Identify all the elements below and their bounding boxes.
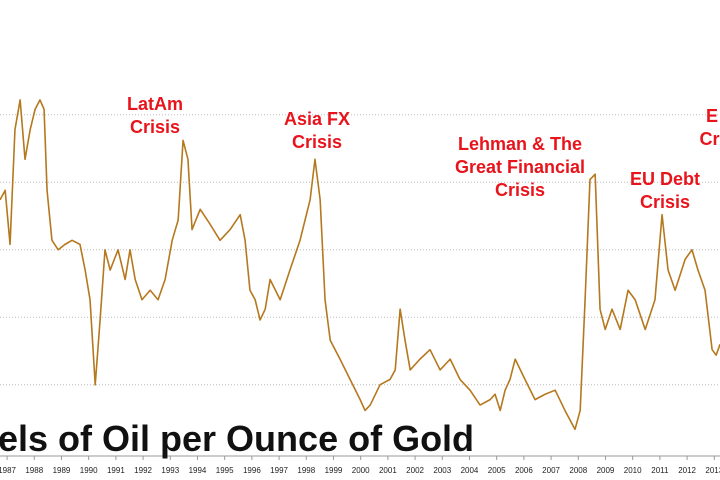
x-tick-label: 2009 xyxy=(597,466,615,475)
annotation: Crisis xyxy=(130,117,180,137)
x-tick-label: 2012 xyxy=(678,466,696,475)
annotation: Cri xyxy=(699,129,720,149)
x-tick-label: 1991 xyxy=(107,466,125,475)
x-tick-label: 2001 xyxy=(379,466,397,475)
annotation: Asia FX xyxy=(284,109,350,129)
x-tick-label: 1994 xyxy=(189,466,207,475)
x-tick-label: 1999 xyxy=(325,466,343,475)
annotation: Lehman & The xyxy=(458,134,582,154)
line-series xyxy=(0,99,720,431)
x-tick-label: 2010 xyxy=(624,466,642,475)
x-tick-label: 2011 xyxy=(651,466,669,475)
x-tick-label: 1988 xyxy=(25,466,43,475)
annotation: Crisis xyxy=(640,192,690,212)
annotation: Crisis xyxy=(292,132,342,152)
x-tick-label: 1990 xyxy=(80,466,98,475)
x-tick-label: 2003 xyxy=(433,466,451,475)
x-tick-label: 1998 xyxy=(297,466,315,475)
x-tick-label: 1996 xyxy=(243,466,261,475)
x-tick-label: 2002 xyxy=(406,466,424,475)
annotation: E xyxy=(706,106,718,126)
x-tick-label: 1995 xyxy=(216,466,234,475)
x-tick-label: 2004 xyxy=(461,466,479,475)
x-tick-label: 1997 xyxy=(270,466,288,475)
annotation: EU Debt xyxy=(630,169,700,189)
x-tick-label: 2000 xyxy=(352,466,370,475)
x-tick-label: 1989 xyxy=(53,466,71,475)
annotation: Great Financial xyxy=(455,157,585,177)
x-tick-label: 2013 xyxy=(705,466,720,475)
x-tick-label: 1992 xyxy=(134,466,152,475)
annotation: LatAm xyxy=(127,94,183,114)
x-tick-label: 1987 xyxy=(0,466,17,475)
x-tick-label: 2008 xyxy=(569,466,587,475)
x-tick-label: 1993 xyxy=(161,466,179,475)
x-tick-label: 2007 xyxy=(542,466,560,475)
chart-title: els of Oil per Ounce of Gold xyxy=(0,418,474,459)
x-tick-label: 2005 xyxy=(488,466,506,475)
x-tick-label: 2006 xyxy=(515,466,533,475)
annotation: Crisis xyxy=(495,180,545,200)
